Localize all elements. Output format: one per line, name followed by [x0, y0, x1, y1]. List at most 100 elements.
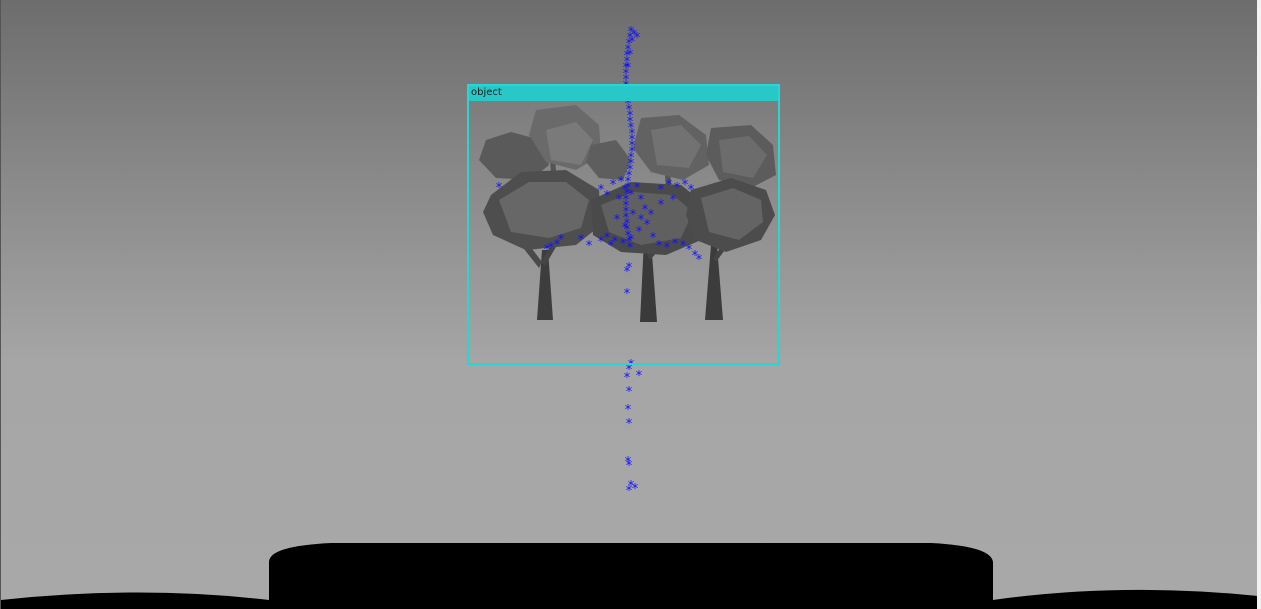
keypoint-marker: *: [627, 109, 634, 124]
keypoint-marker: *: [650, 231, 657, 246]
keypoint-marker: *: [544, 243, 551, 258]
keypoint-marker: *: [625, 181, 632, 196]
keypoint-marker: *: [624, 217, 631, 232]
keypoint-marker: *: [628, 121, 635, 136]
keypoint-marker: *: [627, 31, 634, 46]
keypoint-marker: *: [629, 145, 636, 160]
keypoint-marker: *: [604, 231, 611, 246]
keypoint-marker: *: [626, 363, 633, 378]
keypoint-marker: *: [626, 459, 633, 474]
tree-group: [479, 105, 776, 322]
detection-label: object: [471, 87, 502, 98]
keypoint-marker: *: [656, 239, 663, 254]
keypoint-marker: *: [623, 67, 630, 82]
keypoint-marker: *: [636, 225, 643, 240]
keypoint-marker: *: [622, 183, 629, 198]
keypoint-marker: *: [688, 183, 695, 198]
keypoint-marker: *: [638, 193, 645, 208]
keypoint-marker: *: [626, 103, 633, 118]
keypoint-marker: *: [624, 371, 631, 386]
keypoint-marker: *: [631, 28, 638, 43]
viewport-edge: [1257, 0, 1261, 609]
tree-icon: [537, 250, 553, 320]
keypoint-marker: *: [598, 235, 605, 250]
keypoint-marker: *: [618, 175, 625, 190]
keypoint-marker: *: [625, 175, 632, 190]
keypoint-marker: *: [554, 238, 561, 253]
keypoint-marker: *: [627, 115, 634, 130]
keypoint-marker: *: [623, 205, 630, 220]
keypoint-marker: *: [696, 253, 703, 268]
keypoint-marker: *: [628, 233, 635, 248]
keypoint-marker: *: [629, 127, 636, 142]
keypoint-marker: *: [630, 208, 637, 223]
keypoint-marker: *: [686, 243, 693, 258]
keypoint-marker: *: [626, 261, 633, 276]
keypoint-marker: *: [625, 61, 632, 76]
keypoint-marker: *: [625, 43, 632, 58]
keypoint-marker: *: [624, 287, 631, 302]
keypoint-marker: *: [624, 49, 631, 64]
keypoint-marker: *: [626, 417, 633, 432]
keypoint-marker: *: [625, 97, 632, 112]
keypoint-marker: *: [658, 198, 665, 213]
keypoint-marker: *: [634, 31, 641, 46]
keypoint-marker: *: [624, 223, 631, 238]
keypoint-marker: *: [682, 178, 689, 193]
keypoint-marker: *: [632, 482, 639, 497]
keypoint-marker: *: [623, 211, 630, 226]
keypoint-marker: *: [625, 455, 632, 470]
keypoint-marker: *: [626, 37, 633, 52]
keypoint-marker: *: [627, 48, 634, 63]
keypoint-marker: *: [612, 235, 619, 250]
keypoint-marker: *: [586, 239, 593, 254]
keypoint-marker: *: [642, 203, 649, 218]
keypoint-marker: *: [626, 169, 633, 184]
keypoint-marker: *: [634, 181, 641, 196]
keypoint-marker: *: [629, 133, 636, 148]
keypoint-marker: *: [628, 188, 635, 203]
keypoint-marker: *: [624, 265, 631, 280]
keypoint-marker: *: [626, 484, 633, 499]
keypoint-marker: *: [644, 218, 651, 233]
keypoint-marker: *: [627, 163, 634, 178]
keypoint-marker: *: [658, 183, 665, 198]
keypoint-marker: *: [558, 233, 565, 248]
keypoint-marker: *: [628, 25, 635, 40]
keypoint-marker: *: [627, 241, 634, 256]
keypoint-marker: *: [604, 189, 611, 204]
keypoint-marker: *: [628, 479, 635, 494]
keypoint-marker: *: [623, 193, 630, 208]
keypoint-marker: *: [666, 178, 673, 193]
keypoint-marker: *: [496, 181, 503, 196]
keypoint-marker: *: [578, 233, 585, 248]
keypoint-marker: *: [614, 213, 621, 228]
keypoint-marker: *: [670, 193, 677, 208]
keypoint-marker: *: [624, 55, 631, 70]
keypoint-marker: *: [624, 187, 631, 202]
keypoint-marker: *: [622, 221, 629, 236]
keypoint-marker: *: [629, 139, 636, 154]
keypoint-markers: ****************************************…: [496, 25, 703, 499]
keypoint-marker: *: [623, 61, 630, 76]
keypoint-marker: *: [626, 385, 633, 400]
keypoint-marker: *: [664, 241, 671, 256]
detection-label-bar: object: [469, 86, 778, 101]
keypoint-marker: *: [620, 237, 627, 252]
keypoint-marker: *: [623, 73, 630, 88]
keypoint-marker: *: [598, 183, 605, 198]
keypoint-marker: *: [680, 239, 687, 254]
keypoint-marker: *: [625, 403, 632, 418]
keypoint-marker: *: [692, 249, 699, 264]
keypoint-marker: *: [608, 239, 615, 254]
detection-bounding-box[interactable]: object: [467, 84, 780, 365]
keypoint-marker: *: [648, 208, 655, 223]
ground-silhouette: [1, 543, 1258, 609]
keypoint-marker: *: [628, 151, 635, 166]
keypoint-marker: *: [629, 35, 636, 50]
keypoint-marker: *: [623, 199, 630, 214]
keypoint-marker: *: [628, 157, 635, 172]
keypoint-marker: *: [548, 241, 555, 256]
